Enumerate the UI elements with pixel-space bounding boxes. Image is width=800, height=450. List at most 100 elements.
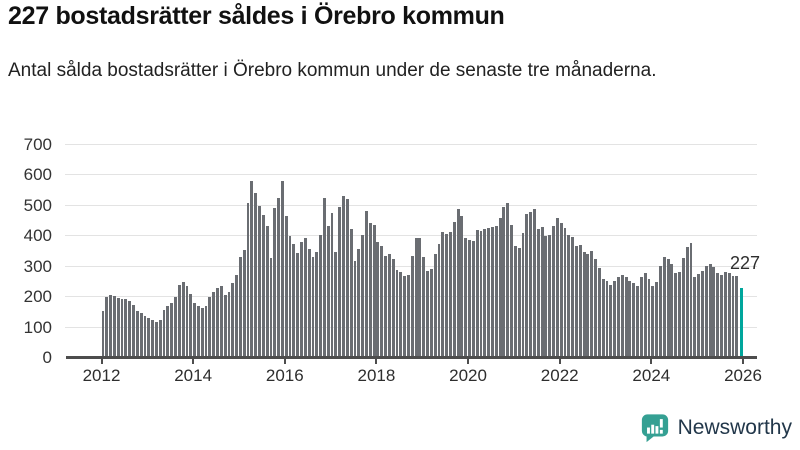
bar	[437, 244, 441, 357]
bar	[166, 305, 170, 357]
y-tick-label-500: 500	[23, 195, 52, 215]
bar	[349, 228, 353, 357]
x-tick-label-2022: 2022	[540, 366, 579, 385]
bar	[364, 210, 368, 357]
bar	[433, 253, 437, 357]
bar	[280, 180, 284, 357]
bar	[196, 305, 200, 357]
bar	[658, 266, 662, 357]
bar	[426, 271, 429, 357]
bar	[678, 271, 681, 357]
bar	[693, 276, 697, 357]
gridline-400	[65, 235, 757, 237]
bar	[552, 225, 555, 357]
bar	[368, 223, 372, 357]
bar	[357, 248, 361, 357]
x-tick-label-2020: 2020	[449, 366, 487, 385]
brand-footer: Newsworthy	[640, 412, 792, 444]
bar	[613, 280, 617, 357]
bar	[506, 203, 510, 357]
bar	[563, 227, 567, 357]
latest-value-label: 227	[729, 253, 760, 273]
bar	[105, 297, 109, 357]
bar	[452, 222, 456, 357]
bar	[174, 297, 177, 357]
x-tick-label-2014: 2014	[174, 366, 213, 385]
bar	[548, 235, 552, 357]
bar	[189, 294, 193, 357]
bar	[296, 252, 300, 357]
bar	[468, 239, 471, 357]
bar	[338, 206, 342, 357]
bar	[147, 318, 151, 357]
bar	[555, 218, 559, 357]
page-title: 227 bostadsrätter såldes i Örebro kommun	[8, 2, 505, 30]
bar	[532, 209, 536, 357]
bar	[544, 235, 548, 357]
bar	[242, 249, 246, 357]
bar	[273, 208, 277, 357]
bar	[605, 280, 609, 357]
bar	[307, 248, 311, 357]
bar	[322, 198, 326, 357]
bar	[143, 315, 147, 357]
bar	[391, 259, 395, 357]
bar	[636, 286, 639, 357]
bar	[124, 299, 128, 357]
x-tick-2022	[558, 359, 561, 364]
x-tick-2014	[192, 359, 195, 364]
bar	[399, 272, 403, 357]
bar	[406, 275, 410, 357]
bar	[704, 265, 708, 357]
bar	[101, 310, 105, 357]
bar	[655, 281, 659, 357]
bar	[578, 244, 582, 357]
bar	[109, 294, 113, 357]
bar	[208, 297, 212, 357]
bar	[303, 238, 307, 357]
bar	[735, 276, 739, 357]
bar	[288, 235, 292, 357]
bar	[387, 253, 391, 357]
bar	[269, 258, 273, 357]
bar	[193, 302, 197, 357]
bar	[712, 266, 716, 357]
bar	[616, 276, 620, 357]
bar	[475, 230, 479, 357]
bar	[116, 298, 120, 357]
bar	[582, 252, 586, 357]
bar	[517, 248, 521, 357]
bar	[624, 276, 628, 357]
page-subtitle: Antal sålda bostadsrätter i Örebro kommu…	[8, 60, 657, 81]
bar	[594, 259, 597, 357]
x-tick-2016	[283, 359, 286, 364]
bar	[170, 303, 174, 357]
bar	[460, 215, 464, 357]
bar	[727, 273, 731, 357]
bar	[490, 226, 494, 357]
gridline-500	[65, 204, 757, 206]
gridline-700	[65, 144, 757, 145]
bar	[265, 226, 269, 357]
bar	[376, 241, 380, 357]
bar	[445, 233, 449, 357]
bar	[708, 263, 712, 357]
bar	[238, 256, 242, 357]
x-tick-2020	[467, 359, 470, 364]
bar	[223, 294, 227, 357]
bar	[689, 243, 693, 357]
bar	[666, 259, 670, 357]
bar	[647, 279, 651, 357]
bar	[231, 283, 235, 357]
x-axis-line	[66, 356, 757, 359]
bar	[361, 235, 365, 357]
bar	[162, 310, 166, 357]
x-tick-2024	[650, 359, 653, 364]
bar	[319, 235, 323, 357]
bar	[384, 255, 387, 357]
x-tick-label-2024: 2024	[632, 366, 671, 385]
bar	[597, 267, 601, 357]
bar	[250, 181, 254, 357]
bar	[720, 274, 723, 357]
